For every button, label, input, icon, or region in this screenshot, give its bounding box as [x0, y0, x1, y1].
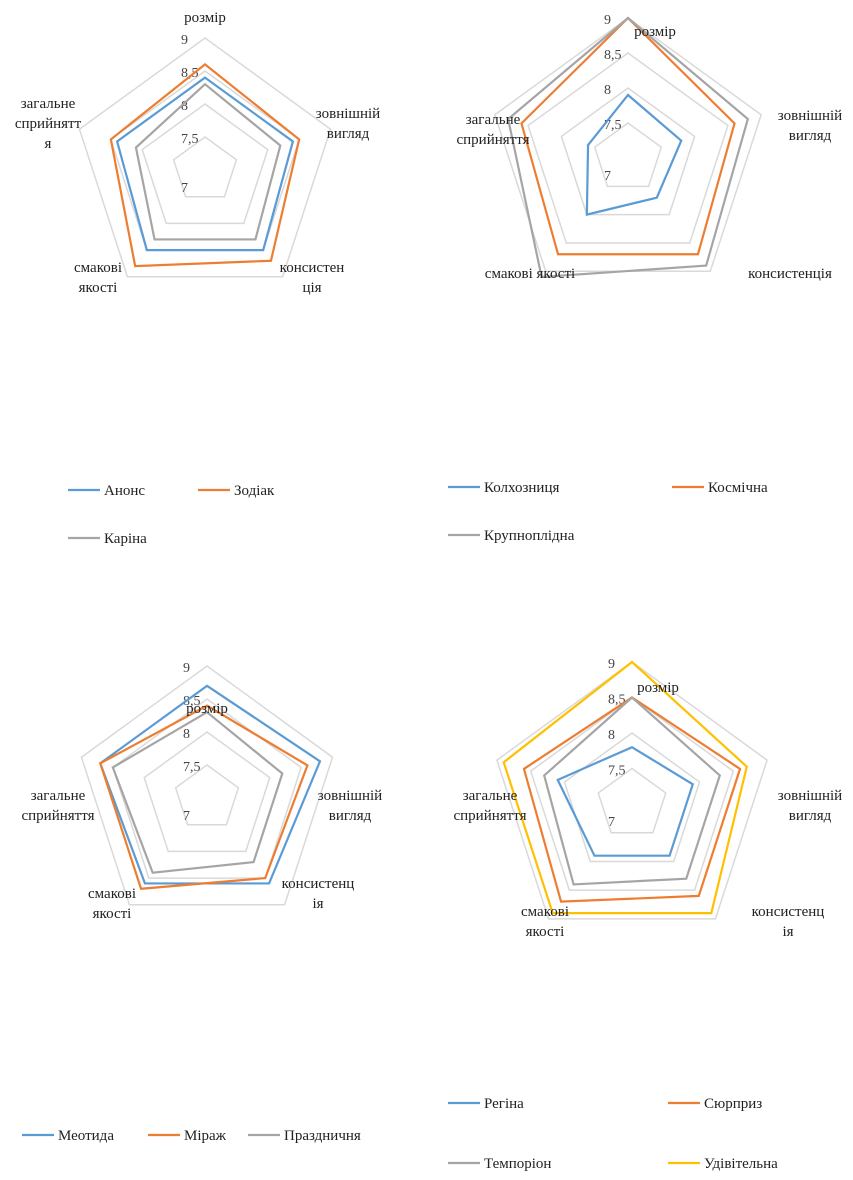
- axis-label: зовнішній вигляд: [318, 788, 382, 824]
- grid-ring: [527, 52, 729, 244]
- radar-grid: [496, 661, 768, 920]
- series-line-Космічна: [520, 16, 736, 256]
- tick-label: 9: [604, 13, 611, 28]
- legend-entry: Удівітельна: [704, 1156, 778, 1172]
- series-line-Регіна: [556, 745, 695, 857]
- grid-ring: [174, 764, 240, 826]
- tick-label: 8: [604, 83, 611, 98]
- axis-label: смакові якості: [88, 886, 136, 922]
- series-line-Темпоріон: [542, 696, 722, 886]
- tick-label: 8,5: [604, 48, 622, 63]
- tick-label: 7,5: [183, 760, 201, 775]
- legend-entry: Крупноплідна: [484, 528, 575, 544]
- tick-label: 7,5: [608, 764, 626, 779]
- legend: Анонс Зодіак Каріна: [68, 483, 275, 547]
- grid-ring: [80, 665, 334, 906]
- axis-label: консистенція: [748, 266, 832, 282]
- grid-ring: [563, 732, 701, 863]
- grid-ring: [597, 767, 667, 834]
- grid-ring: [560, 87, 696, 216]
- legend: Колхозниця Космічна Крупноплідна: [448, 480, 768, 544]
- legend-entry: Регіна: [484, 1096, 524, 1112]
- axis-label: зовнішній вигляд: [778, 108, 842, 144]
- series-line-Колхозниця: [585, 93, 683, 217]
- legend: Регіна Сюрприз Темпоріон Удівітельна: [448, 1096, 778, 1172]
- grid-ring: [593, 122, 663, 188]
- grid-ring: [141, 103, 269, 225]
- legend-entry: Зодіак: [234, 483, 275, 499]
- grid-ring: [529, 696, 735, 891]
- tick-label: 7: [604, 169, 611, 184]
- series-line-Каріна: [134, 82, 282, 241]
- tick-label: 7,5: [604, 118, 622, 133]
- series-line-Сюрприз: [522, 696, 742, 903]
- legend: Меотида Міраж Праздничня: [22, 1128, 361, 1144]
- tick-label: 8: [183, 727, 190, 742]
- axis-label: смакові якості: [521, 904, 569, 940]
- legend-entry: Космічна: [708, 480, 768, 496]
- legend-entry: Меотида: [58, 1128, 114, 1144]
- series-line-Удівітельна: [502, 660, 749, 915]
- axis-label: смакові якості: [74, 260, 122, 296]
- tick-label: 8: [181, 99, 188, 114]
- tick-label: 7: [183, 809, 190, 824]
- tick-label: 7: [608, 815, 615, 830]
- legend-entry: Анонс: [104, 483, 145, 499]
- radar-chart-1: 7 7,5 8 8,5 9 розмір зовнішній вигляд консистен ц…: [15, 10, 380, 547]
- axis-label: зовнішній вигляд: [316, 106, 380, 142]
- series-line-Міраж: [98, 704, 309, 890]
- axis-label: смакові якості: [485, 266, 575, 282]
- grid-ring: [111, 698, 303, 879]
- tick-label: 9: [181, 33, 188, 48]
- axis-label: розмір: [637, 680, 679, 696]
- tick-label: 8,5: [183, 694, 201, 709]
- grid-ring: [143, 731, 271, 853]
- grid-ring: [78, 37, 332, 278]
- series-line-Праздничня: [111, 710, 284, 874]
- legend-entry: Темпоріон: [484, 1156, 551, 1172]
- axis-label: розмір: [184, 10, 226, 26]
- series-line-Зодіак: [109, 62, 301, 268]
- radar-chart-3: 7 7,5 8 8,5 9 розмір зовнішній вигляд консистенц…: [22, 661, 383, 1144]
- tick-label: 7: [181, 181, 188, 196]
- legend-entry: Колхозниця: [484, 480, 559, 496]
- tick-label: 8: [608, 728, 615, 743]
- legend-entry: Сюрприз: [704, 1096, 762, 1112]
- legend-entry: Каріна: [104, 531, 147, 547]
- tick-label: 8,5: [181, 66, 199, 81]
- radar-grid: [493, 17, 763, 273]
- axis-label: розмір: [634, 24, 676, 40]
- tick-label: 9: [183, 661, 190, 676]
- grid-ring: [172, 136, 238, 198]
- axis-label: розмір: [186, 701, 228, 717]
- legend-entry: Праздничня: [284, 1128, 361, 1144]
- radar-grid: [78, 37, 332, 278]
- series-line-Анонс: [115, 76, 295, 252]
- radar-chart-2: 7 7,5 8 8,5 9 розмір зовнішній вигляд консистенц…: [448, 13, 842, 544]
- series-line-Крупноплідна: [506, 16, 750, 279]
- tick-label: 9: [608, 657, 615, 672]
- axis-label: зовнішній вигляд: [778, 788, 842, 824]
- radar-grid: [80, 665, 334, 906]
- tick-label: 7,5: [181, 132, 199, 147]
- grid-ring: [496, 661, 768, 920]
- legend-entry: Міраж: [184, 1128, 227, 1144]
